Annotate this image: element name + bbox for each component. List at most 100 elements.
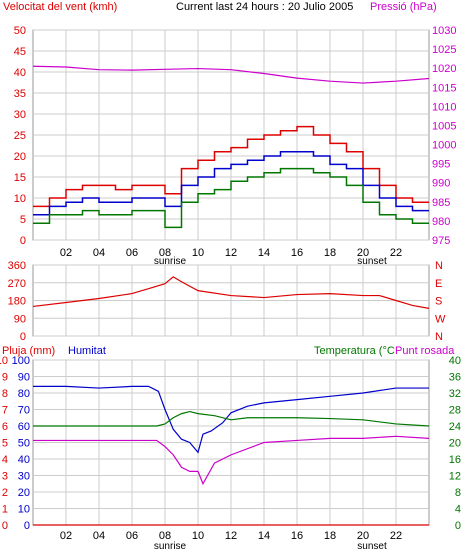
humidity-time-tick-label: 14 bbox=[258, 530, 270, 542]
humidity-tick-label: 40 bbox=[18, 454, 30, 466]
wind-speed-label: Velocitat del vent (kmh) bbox=[3, 1, 117, 13]
temperature-tick-label: 16 bbox=[449, 454, 461, 466]
humidity-time-tick-label: 04 bbox=[93, 530, 105, 542]
humidity-time-tick-label: 20 bbox=[357, 530, 369, 542]
humidity-tick-label: 60 bbox=[18, 421, 30, 433]
wind-time-tick-label: 08 bbox=[159, 247, 171, 259]
wind-time-tick-label: 20 bbox=[357, 247, 369, 259]
pressure-tick-label: 980 bbox=[432, 216, 450, 228]
rain-tick-label: 1 bbox=[2, 504, 8, 516]
temperature-label: Temperatura (°C bbox=[314, 345, 395, 357]
compass-tick-label: S bbox=[435, 296, 442, 308]
temperature-tick-label: 8 bbox=[455, 487, 461, 499]
rain-tick-label: 8 bbox=[2, 388, 8, 400]
wind-time-tick-label: 22 bbox=[390, 247, 402, 259]
temperature-tick-label: 24 bbox=[449, 421, 461, 433]
temperature-tick-label: 40 bbox=[449, 355, 461, 367]
temperature-tick-label: 4 bbox=[455, 504, 461, 516]
wind-time-tick-label: 06 bbox=[126, 247, 138, 259]
pressure-tick-label: 990 bbox=[432, 178, 450, 190]
humidity-time-tick-label: 18 bbox=[324, 530, 336, 542]
wind-speed-tick-label: 50 bbox=[14, 25, 26, 37]
rain-tick-label: 0 bbox=[2, 520, 8, 532]
wind-speed-red-series bbox=[33, 125, 429, 208]
rain-tick-label: 2 bbox=[2, 487, 8, 499]
compass-tick-label: W bbox=[435, 313, 446, 325]
humidity-tick-label: 80 bbox=[18, 388, 30, 400]
humidity-series bbox=[33, 385, 429, 454]
compass-tick-label: N bbox=[435, 260, 443, 272]
pressure-tick-label: 995 bbox=[432, 159, 450, 171]
wind-time-tick-label: 14 bbox=[258, 247, 270, 259]
humidity-tick-label: 20 bbox=[18, 487, 30, 499]
wind-speed-tick-label: 25 bbox=[14, 130, 26, 142]
humidity-time-tick-label: 12 bbox=[225, 530, 237, 542]
humidity-tick-label: 90 bbox=[18, 372, 30, 384]
rain-tick-label: 4 bbox=[2, 454, 8, 466]
rain-tick-label: 10 bbox=[0, 355, 8, 367]
direction-tick-label: 180 bbox=[8, 296, 26, 308]
temperature-tick-label: 20 bbox=[449, 438, 461, 450]
pressure-tick-label: 1010 bbox=[432, 101, 456, 113]
rain-label: Pluja (mm) bbox=[2, 345, 55, 357]
rain-tick-label: 7 bbox=[2, 405, 8, 417]
pressure-tick-label: 1015 bbox=[432, 82, 456, 94]
humidity-tick-label: 10 bbox=[18, 504, 30, 516]
temperature-tick-label: 0 bbox=[455, 520, 461, 532]
wind-time-tick-label: 12 bbox=[225, 247, 237, 259]
sunrise-annotation: sunrise bbox=[154, 256, 187, 267]
humidity-time-tick-label: 22 bbox=[390, 530, 402, 542]
temperature-tick-label: 28 bbox=[449, 405, 461, 417]
chart-period-label: Current last 24 hours : 20 Julio 2005 bbox=[176, 1, 353, 13]
humidity-tick-label: 70 bbox=[18, 405, 30, 417]
wind-speed-blue-series bbox=[33, 151, 429, 216]
humidity-time-tick-label: 02 bbox=[60, 530, 72, 542]
pressure-tick-label: 1025 bbox=[432, 44, 456, 56]
wind-time-tick-label: 10 bbox=[192, 247, 204, 259]
pressure-tick-label: 1020 bbox=[432, 63, 456, 75]
wind-speed-tick-label: 30 bbox=[14, 109, 26, 121]
pressure-series bbox=[32, 65, 430, 84]
direction-tick-label: 360 bbox=[8, 260, 26, 272]
wind-direction-series bbox=[32, 276, 430, 309]
sunrise-annotation-bottom: sunrise bbox=[154, 541, 187, 552]
humidity-time-tick-label: 16 bbox=[291, 530, 303, 542]
pressure-tick-label: 985 bbox=[432, 197, 450, 209]
wind-speed-tick-label: 10 bbox=[14, 193, 26, 205]
pressure-tick-label: 1000 bbox=[432, 140, 456, 152]
wind-speed-tick-label: 45 bbox=[14, 46, 26, 58]
pressure-tick-label: 975 bbox=[432, 235, 450, 247]
dewpoint-series bbox=[33, 435, 430, 486]
sunset-annotation-bottom: sunset bbox=[357, 541, 387, 552]
wind-speed-tick-label: 15 bbox=[14, 172, 26, 184]
pressure-label: Pressió (hPa) bbox=[370, 1, 437, 13]
compass-tick-label: E bbox=[435, 278, 442, 290]
wind-speed-tick-label: 35 bbox=[14, 88, 26, 100]
wind-time-tick-label: 02 bbox=[60, 247, 72, 259]
humidity-time-tick-label: 06 bbox=[126, 530, 138, 542]
humidity-tick-label: 100 bbox=[12, 355, 30, 367]
wind-speed-tick-label: 5 bbox=[20, 214, 26, 226]
dewpoint-label: Punt rosada bbox=[395, 345, 455, 357]
wind-time-tick-label: 04 bbox=[93, 247, 105, 259]
humidity-tick-label: 0 bbox=[24, 520, 30, 532]
rain-tick-label: 5 bbox=[2, 438, 8, 450]
temperature-tick-label: 36 bbox=[449, 372, 461, 384]
humidity-label: Humitat bbox=[68, 345, 106, 357]
humidity-time-tick-label: 10 bbox=[192, 530, 204, 542]
pressure-tick-label: 1005 bbox=[432, 120, 456, 132]
compass-tick-label: N bbox=[435, 331, 443, 343]
rain-tick-label: 3 bbox=[2, 471, 8, 483]
wind-time-tick-label: 16 bbox=[291, 247, 303, 259]
humidity-tick-label: 30 bbox=[18, 471, 30, 483]
pressure-tick-label: 1030 bbox=[432, 25, 456, 37]
wind-speed-tick-label: 20 bbox=[14, 151, 26, 163]
direction-tick-label: 90 bbox=[14, 313, 26, 325]
temperature-tick-label: 12 bbox=[449, 471, 461, 483]
wind-speed-green-series bbox=[33, 167, 429, 229]
direction-tick-label: 0 bbox=[20, 331, 26, 343]
sunset-annotation: sunset bbox=[357, 256, 387, 267]
direction-tick-label: 270 bbox=[8, 278, 26, 290]
